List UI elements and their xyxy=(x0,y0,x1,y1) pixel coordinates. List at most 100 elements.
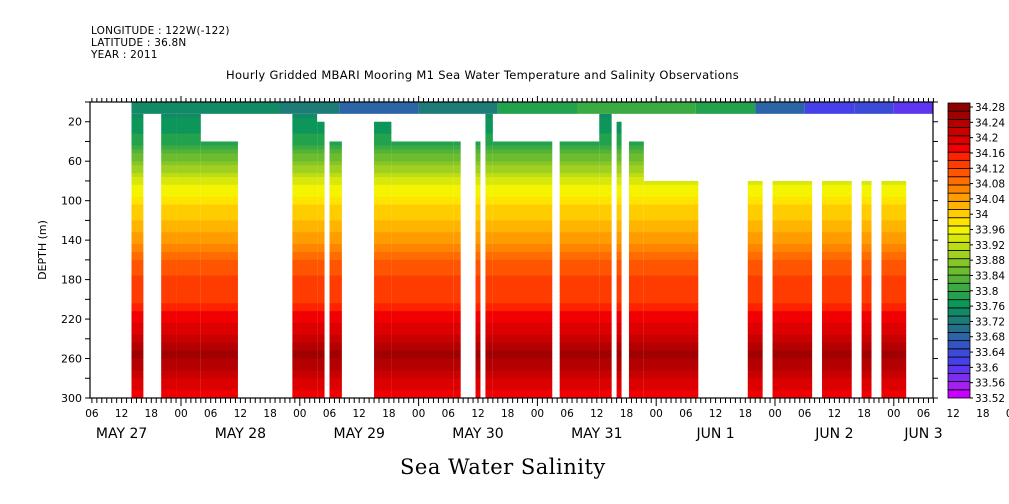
profile-cell xyxy=(176,169,201,174)
profile-cell xyxy=(559,228,600,233)
profile-cell xyxy=(492,188,553,194)
profile-cell xyxy=(329,326,342,332)
profile-cell xyxy=(292,169,318,174)
profile-cell xyxy=(616,350,622,356)
profile-cell xyxy=(485,220,493,225)
profile-cell xyxy=(881,342,907,348)
profile-cell xyxy=(628,145,644,150)
surface-cell xyxy=(497,102,577,114)
profile-cell xyxy=(822,319,852,324)
profile-cell xyxy=(861,232,872,237)
profile-cell xyxy=(374,149,392,154)
profile-cell xyxy=(772,354,813,360)
profile-cell xyxy=(292,145,318,150)
profile-cell xyxy=(161,370,177,375)
profile-cell xyxy=(329,303,342,308)
profile-cell xyxy=(131,161,144,166)
profile-cell xyxy=(492,248,553,253)
profile-cell xyxy=(131,295,144,300)
profile-cell xyxy=(599,374,612,379)
profile-cell xyxy=(485,129,493,135)
profile-cell xyxy=(822,267,852,273)
x-tick-label: 00 xyxy=(174,408,187,420)
profile-cell xyxy=(317,350,325,356)
profile-cell xyxy=(599,323,612,328)
profile-cell xyxy=(822,212,852,217)
profile-cell xyxy=(628,275,644,281)
profile-cell xyxy=(200,295,238,300)
profile-cell xyxy=(861,220,872,225)
profile-cell xyxy=(131,228,144,233)
profile-cell xyxy=(131,121,144,127)
profile-cell xyxy=(176,113,201,119)
profile-cell xyxy=(559,161,600,166)
profile-cell xyxy=(292,295,318,300)
profile-cell xyxy=(317,121,325,127)
profile-cell xyxy=(822,248,852,253)
profile-cell xyxy=(453,382,461,387)
profile-cell xyxy=(822,263,852,269)
profile-cell xyxy=(374,267,392,273)
profile-cell xyxy=(485,390,493,395)
profile-cell xyxy=(616,184,622,190)
profile-cell xyxy=(616,291,622,296)
profile-cell xyxy=(747,295,763,300)
profile-cell xyxy=(329,169,342,174)
profile-cell xyxy=(485,204,493,210)
profile-cell xyxy=(161,315,177,320)
profile-cell xyxy=(822,279,852,285)
profile-cell xyxy=(881,323,907,328)
profile-cell xyxy=(329,315,342,320)
profile-cell xyxy=(881,358,907,363)
profile-cell xyxy=(559,271,600,277)
profile-cell xyxy=(616,228,622,233)
profile-cell xyxy=(616,133,622,139)
profile-cell xyxy=(161,188,177,194)
profile-cell xyxy=(329,319,342,324)
profile-cell xyxy=(747,248,763,253)
profile-cell xyxy=(616,370,622,375)
profile-cell xyxy=(131,307,144,312)
colorbar-label: 34.28 xyxy=(975,102,1005,114)
profile-cell xyxy=(374,145,392,150)
profile-cell xyxy=(292,255,318,261)
profile-cell xyxy=(628,319,644,324)
profile-cell xyxy=(747,180,763,186)
profile-cell xyxy=(616,334,622,340)
profile-cell xyxy=(861,244,872,249)
x-day-label: MAY 31 xyxy=(571,426,622,442)
profile-cell xyxy=(391,188,454,194)
profile-cell xyxy=(317,263,325,269)
x-tick-label: 06 xyxy=(204,408,218,420)
profile-cell xyxy=(161,279,177,285)
profile-cell xyxy=(822,236,852,241)
profile-cell xyxy=(176,299,201,304)
profile-cell xyxy=(161,184,177,190)
profile-cell xyxy=(881,204,907,210)
profile-cell xyxy=(329,255,342,261)
profile-cell xyxy=(628,386,644,391)
profile-cell xyxy=(881,382,907,387)
profile-cell xyxy=(475,374,481,379)
colorbar-swatch xyxy=(947,291,971,301)
profile-cell xyxy=(176,338,201,344)
profile-cell xyxy=(131,129,144,135)
profile-cell xyxy=(599,307,612,312)
profile-cell xyxy=(292,248,318,253)
profile-cell xyxy=(822,346,852,352)
profile-cell xyxy=(317,386,325,391)
profile-cell xyxy=(772,370,813,375)
profile-cell xyxy=(391,267,454,273)
profile-cell xyxy=(881,244,907,249)
profile-cell xyxy=(391,192,454,198)
profile-cell xyxy=(176,176,201,182)
colorbar-swatch xyxy=(947,217,971,227)
profile-cell xyxy=(616,169,622,174)
profile-cell xyxy=(492,240,553,245)
profile-cell xyxy=(822,291,852,296)
x-tick-label: 12 xyxy=(709,408,722,420)
profile-cell xyxy=(329,220,342,225)
profile-cell xyxy=(881,334,907,340)
profile-cell xyxy=(492,204,553,210)
profile-cell xyxy=(391,208,454,214)
